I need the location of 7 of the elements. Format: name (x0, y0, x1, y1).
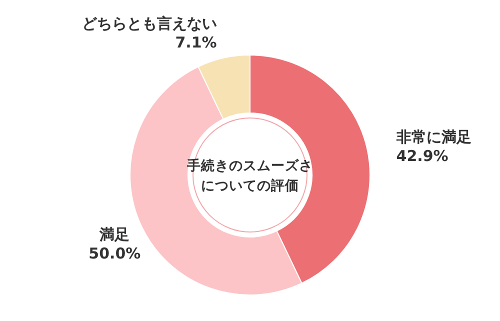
slice-label: 非常に満足 (395, 128, 472, 146)
data-label: 50.0% (88, 244, 141, 263)
data-label: 42.9% (396, 146, 448, 165)
data-label: 7.1% (175, 34, 217, 52)
text: 手続きのスムーズさについての評価 (186, 158, 313, 194)
slice-label: どちらとも言えない (82, 14, 217, 33)
slice-label: 満足 (98, 226, 130, 244)
